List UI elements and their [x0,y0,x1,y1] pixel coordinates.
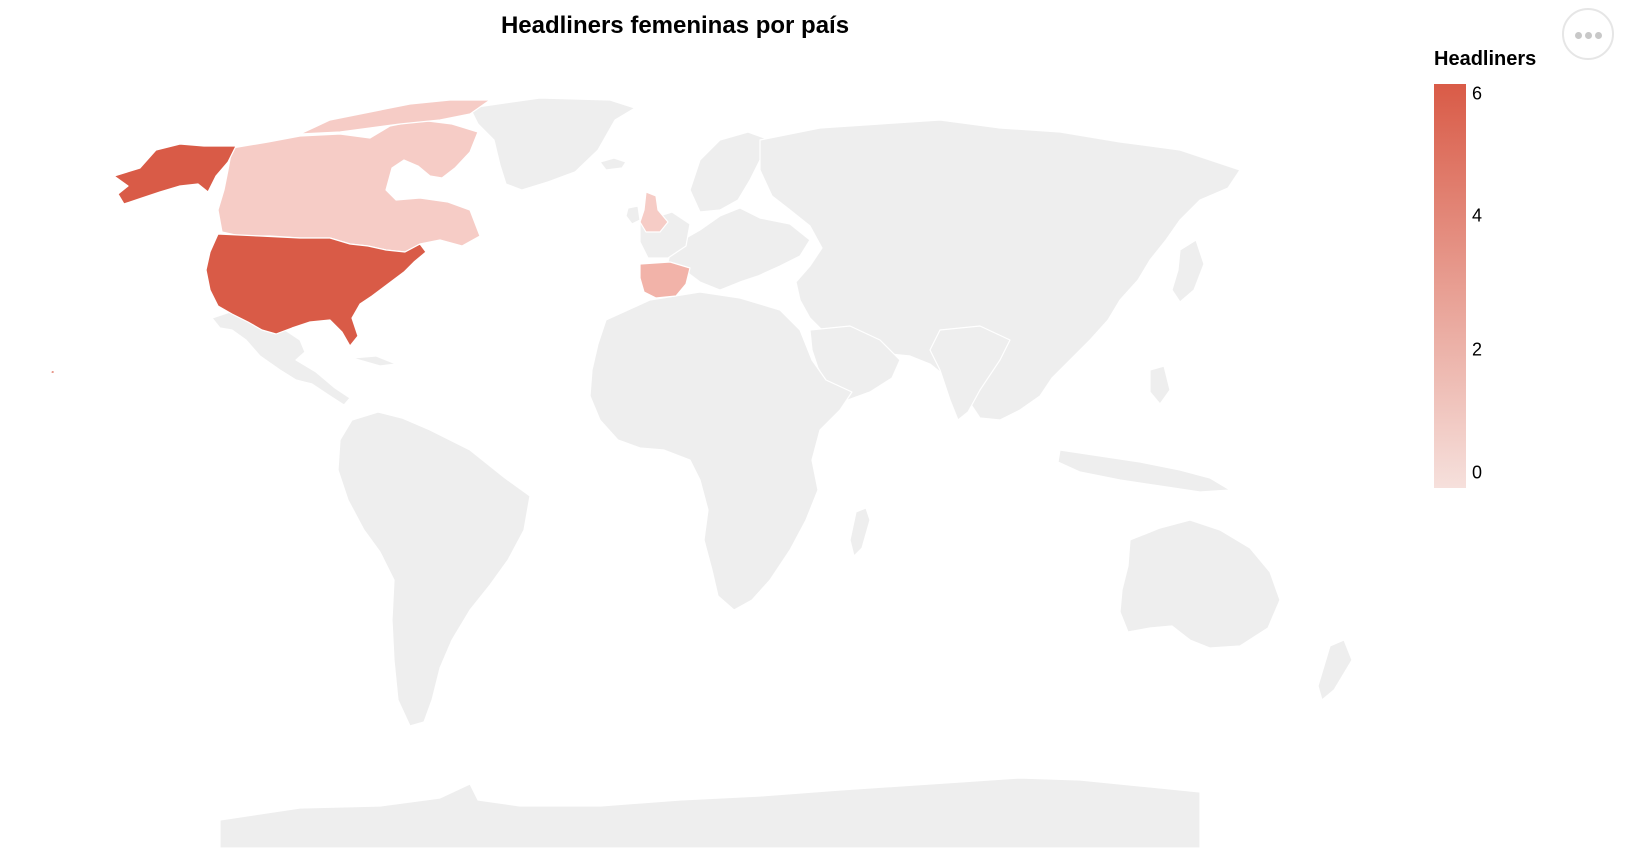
legend-title: Headliners [1434,48,1537,70]
legend-tick-2: 2 [1472,339,1483,360]
region-antarctica[interactable] [219,777,1201,848]
region-canada[interactable] [217,119,481,253]
region-spain[interactable] [639,261,691,299]
region-indonesia[interactable] [1057,449,1231,493]
region-canada-arctic[interactable] [299,99,491,135]
region-madagascar[interactable] [849,507,871,557]
legend-tick-4: 4 [1472,205,1483,226]
region-india[interactable] [929,325,1011,421]
region-ireland[interactable] [625,205,641,225]
more-options-button[interactable] [1562,8,1614,60]
region-japan[interactable] [1171,239,1205,303]
region-new-zealand[interactable] [1317,639,1353,701]
legend-tick-min: 0 [1472,462,1483,483]
legend-color-bar [1434,84,1466,488]
legend-tick-max: 6 [1472,83,1483,104]
region-europe[interactable] [667,207,811,291]
region-arabia[interactable] [809,325,901,401]
region-scandinavia[interactable] [689,131,771,213]
region-mexico[interactable] [211,309,351,406]
region-united-kingdom[interactable] [639,191,669,233]
region-greenland[interactable] [469,97,636,191]
region-cuba[interactable] [351,355,397,367]
more-horizontal-icon [1575,32,1582,39]
legend: Headliners 6 4 2 0 [1434,48,1634,483]
region-south-america[interactable] [337,411,531,727]
more-dot [1595,32,1602,39]
region-philippines[interactable] [1149,365,1171,405]
region-africa[interactable] [589,291,853,611]
region-australia[interactable] [1119,519,1281,649]
region-alaska[interactable] [113,143,237,205]
more-dot [1585,32,1592,39]
region-iceland[interactable] [599,157,627,171]
map-title: Headliners femeninas por país [500,12,850,39]
region-united-states[interactable] [205,233,427,347]
region-hawaii[interactable] [49,369,55,375]
